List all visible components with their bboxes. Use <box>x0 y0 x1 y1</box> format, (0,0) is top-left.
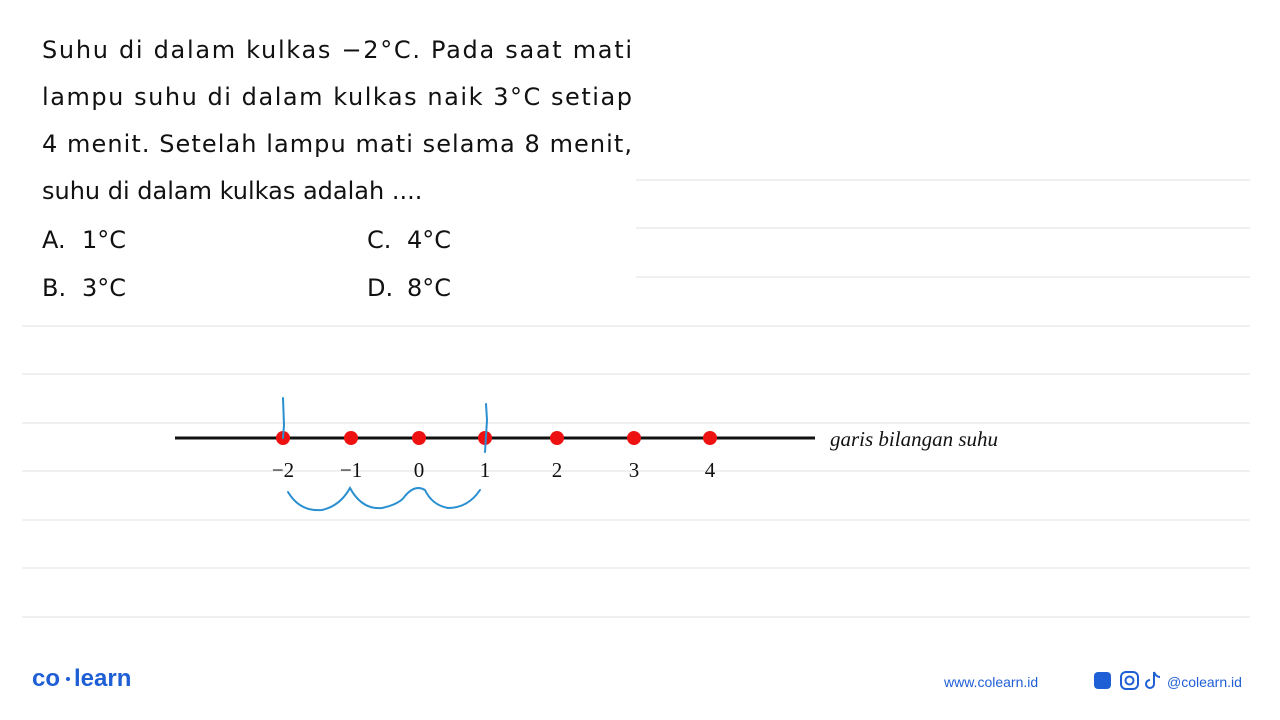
option-text: 4°C <box>407 226 451 254</box>
number-line-dot <box>703 431 717 445</box>
question-line: lampu suhu di dalam kulkas naik 3°C seti… <box>42 83 632 111</box>
number-line-dot <box>412 431 426 445</box>
number-line-dot <box>550 431 564 445</box>
question: Suhu di dalam kulkas −2°C. Pada saat mat… <box>42 36 632 205</box>
option-text: 1°C <box>82 226 126 254</box>
website: www.colearn.id <box>943 674 1038 690</box>
question-line: 4 menit. Setelah lampu mati selama 8 men… <box>42 130 632 158</box>
number-line-label: −1 <box>340 458 362 482</box>
handle: @colearn.id <box>1167 674 1242 690</box>
ruled-lines <box>22 179 1250 618</box>
facebook-icon <box>1094 672 1111 689</box>
number-line-dot <box>627 431 641 445</box>
option-label: D. <box>367 274 393 302</box>
number-line-dot <box>344 431 358 445</box>
number-line-label: 0 <box>414 458 425 482</box>
option-label: B. <box>42 274 66 302</box>
number-line-label: 3 <box>629 458 640 482</box>
option-label: A. <box>42 226 66 254</box>
handwriting <box>282 397 489 512</box>
logo-dot <box>66 677 70 681</box>
options: A. 1°C C. 4°C B. 3°C D. 8°C <box>42 226 451 302</box>
number-line-label: −2 <box>272 458 294 482</box>
instagram-icon-lens <box>1124 675 1135 686</box>
number-line-label: 2 <box>552 458 563 482</box>
number-line-caption: garis bilangan suhu <box>830 427 998 451</box>
footer: co learn www.colearn.id @colearn.id <box>32 665 1242 692</box>
question-line: suhu di dalam kulkas adalah .... <box>42 177 422 205</box>
option-label: C. <box>367 226 391 254</box>
logo-left: co <box>32 665 60 692</box>
tiktok-icon <box>1145 671 1161 689</box>
number-line-label: 4 <box>705 458 716 482</box>
instagram-icon <box>1120 671 1139 690</box>
logo-right: learn <box>74 665 131 692</box>
question-line: Suhu di dalam kulkas −2°C. Pada saat mat… <box>42 36 632 64</box>
option-text: 3°C <box>82 274 126 302</box>
number-line-label: 1 <box>480 458 491 482</box>
option-text: 8°C <box>407 274 451 302</box>
